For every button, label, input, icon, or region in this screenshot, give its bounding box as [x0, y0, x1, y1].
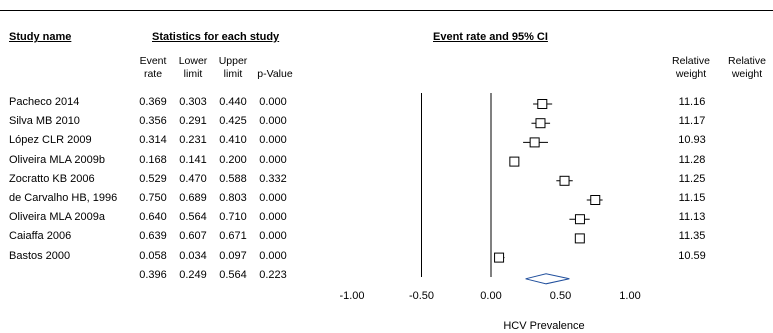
study-row-name: Caiaffa 2006: [9, 230, 72, 243]
study-row-weight: 11.13: [678, 211, 706, 224]
study-row-rate: 0.168: [139, 153, 167, 166]
study-row-weight: 10.59: [678, 249, 706, 262]
study-row-name: López CLR 2009: [9, 134, 92, 147]
study-row-rate: 0.640: [139, 211, 167, 224]
point-estimate-marker: [494, 252, 505, 263]
study-row-p: 0.000: [259, 115, 287, 128]
x-axis-label: HCV Prevalence: [503, 320, 585, 332]
study-row-p: 0.000: [259, 230, 287, 243]
study-row-name: Zocratto KB 2006: [9, 172, 95, 185]
point-estimate-marker: [529, 137, 540, 148]
point-estimate-marker: [559, 175, 570, 186]
study-row-weight: 10.93: [678, 134, 706, 147]
study-row-weight: 11.25: [678, 172, 706, 185]
study-row-upper: 0.425: [219, 115, 247, 128]
study-row-p: 0.000: [259, 211, 287, 224]
point-estimate-marker: [574, 233, 585, 244]
study-row-name: Silva MB 2010: [9, 115, 80, 128]
x-tick-label: -1.00: [339, 290, 365, 302]
study-row-lower: 0.141: [179, 153, 207, 166]
study-row-weight: 11.16: [678, 96, 706, 108]
summary-row-upper: 0.564: [219, 268, 247, 281]
study-row-p: 0.332: [259, 172, 287, 185]
study-row-upper: 0.671: [219, 230, 247, 243]
study-row-lower: 0.291: [179, 115, 207, 128]
col-header-upper-limit: Upper limit: [218, 55, 248, 80]
study-row-name: Pacheco 2014: [9, 96, 80, 108]
study-row-rate: 0.058: [139, 249, 167, 262]
summary-row-p: 0.223: [259, 268, 287, 281]
study-row-name: Oliveira MLA 2009b: [9, 153, 105, 166]
study-row-rate: 0.356: [139, 115, 167, 128]
study-row-p: 0.000: [259, 134, 287, 147]
col-header-event-rate: Event rate: [139, 55, 167, 80]
x-tick-label: -0.50: [408, 290, 435, 302]
point-estimate-marker: [590, 195, 601, 205]
study-row-rate: 0.750: [139, 192, 167, 204]
study-row-rate: 0.369: [139, 96, 167, 108]
study-row-weight: 11.15: [678, 192, 706, 204]
col-header-p-value: p-Value: [257, 68, 293, 80]
study-row-p: 0.000: [259, 96, 287, 108]
col-header-relative-weight-1: Relative weight: [672, 55, 710, 80]
study-row-upper: 0.410: [219, 134, 247, 147]
point-estimate-marker: [537, 99, 548, 109]
study-row-lower: 0.231: [179, 134, 207, 147]
study-row-upper: 0.440: [219, 96, 247, 108]
study-row-name: de Carvalho HB, 1996: [9, 192, 118, 204]
study-row-name: Bastos 2000: [9, 249, 71, 262]
study-row-p: 0.000: [259, 249, 287, 262]
study-row-rate: 0.529: [139, 172, 167, 185]
summary-row-rate: 0.396: [139, 268, 167, 281]
event-rate-ci-header: Event rate and 95% CI: [433, 31, 548, 43]
point-estimate-marker: [535, 118, 546, 129]
study-row-upper: 0.803: [219, 192, 247, 204]
study-row-upper: 0.097: [219, 249, 247, 262]
study-row-name: Oliveira MLA 2009a: [9, 211, 105, 224]
top-rule: [0, 10, 773, 11]
study-row-rate: 0.639: [139, 230, 167, 243]
summary-row-lower: 0.249: [179, 268, 207, 281]
x-tick-label: 1.00: [619, 290, 641, 302]
study-row-upper: 0.200: [219, 153, 247, 166]
study-row-weight: 11.28: [678, 153, 706, 166]
col-header-lower-limit: Lower limit: [178, 55, 208, 80]
x-tick-label: 0.00: [480, 290, 502, 302]
point-estimate-marker: [574, 214, 585, 225]
study-row-weight: 11.17: [678, 115, 706, 128]
study-row-lower: 0.564: [179, 211, 207, 224]
study-row-lower: 0.303: [179, 96, 207, 108]
study-row-lower: 0.689: [179, 192, 207, 204]
col-header-relative-weight-2: Relative weight: [728, 55, 766, 80]
study-row-rate: 0.314: [139, 134, 167, 147]
study-row-lower: 0.034: [179, 249, 207, 262]
summary-diamond: [525, 273, 570, 285]
study-row-p: 0.000: [259, 192, 287, 204]
study-row-upper: 0.588: [219, 172, 247, 185]
study-row-upper: 0.710: [219, 211, 247, 224]
x-tick-label: 0.50: [549, 290, 572, 302]
point-estimate-marker: [509, 156, 520, 167]
study-name-header: Study name: [9, 31, 72, 43]
study-row-lower: 0.607: [179, 230, 207, 243]
statistics-header: Statistics for each study: [152, 31, 280, 43]
study-row-lower: 0.470: [179, 172, 207, 185]
study-row-p: 0.000: [259, 153, 287, 166]
study-row-weight: 11.35: [678, 230, 706, 243]
